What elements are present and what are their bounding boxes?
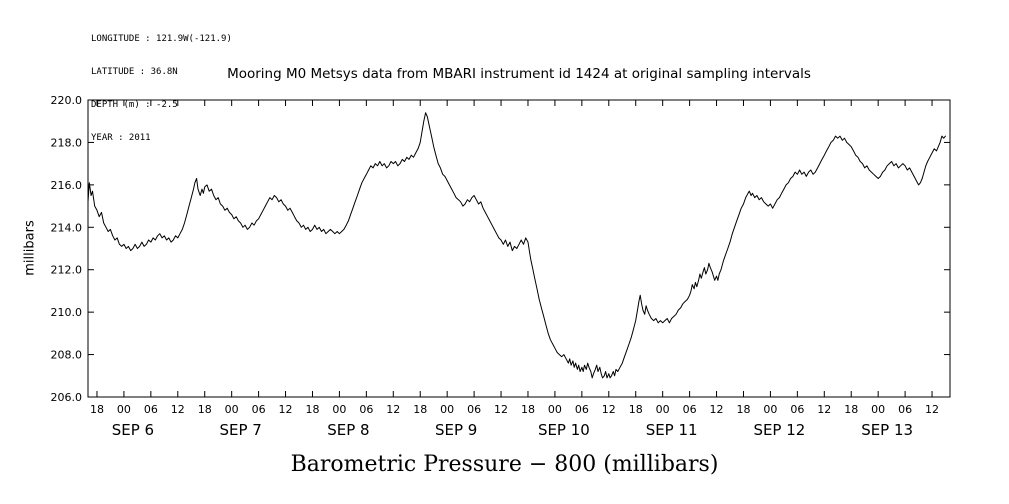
x-tick-label: 00	[763, 403, 777, 416]
x-day-label: SEP 9	[435, 421, 477, 439]
x-tick-label: 12	[171, 403, 185, 416]
x-tick-label: 00	[332, 403, 346, 416]
x-tick-label: 12	[386, 403, 400, 416]
meta-depth: DEPTH (m) : -2.5	[91, 100, 178, 110]
x-tick-label: 12	[925, 403, 939, 416]
meta-longitude: LONGITUDE : 121.9W(-121.9)	[91, 34, 232, 44]
x-tick-label: 06	[898, 403, 912, 416]
x-tick-label: 00	[548, 403, 562, 416]
x-tick-label: 12	[817, 403, 831, 416]
x-day-label: SEP 13	[861, 421, 913, 439]
metadata-block: LONGITUDE : 121.9W(-121.9) LATITUDE : 36…	[91, 12, 232, 166]
y-tick-label: 208.0	[51, 349, 83, 362]
y-tick-label: 218.0	[51, 136, 83, 149]
y-tick-label: 212.0	[51, 264, 83, 277]
x-tick-label: 12	[279, 403, 293, 416]
y-tick-label: 206.0	[51, 391, 83, 404]
x-tick-label: 06	[575, 403, 589, 416]
x-tick-label: 06	[467, 403, 481, 416]
x-tick-label: 00	[656, 403, 670, 416]
x-tick-label: 00	[871, 403, 885, 416]
x-tick-label: 18	[90, 403, 104, 416]
x-day-label: SEP 11	[646, 421, 698, 439]
x-tick-label: 12	[602, 403, 616, 416]
x-tick-label: 18	[305, 403, 319, 416]
plot-frame	[87, 99, 951, 398]
x-tick-label: 06	[790, 403, 804, 416]
x-tick-label: 00	[225, 403, 239, 416]
x-tick-label: 18	[413, 403, 427, 416]
x-tick-label: 18	[198, 403, 212, 416]
x-tick-label: 18	[844, 403, 858, 416]
x-day-label: SEP 12	[753, 421, 805, 439]
y-tick-label: 214.0	[51, 221, 83, 234]
y-tick-label: 210.0	[51, 306, 83, 319]
x-day-label: SEP 7	[219, 421, 261, 439]
plot-title: Mooring M0 Metsys data from MBARI instru…	[227, 66, 811, 82]
x-tick-label: 18	[629, 403, 643, 416]
meta-latitude: LATITUDE : 36.8N	[91, 67, 178, 77]
y-tick-label: 216.0	[51, 179, 83, 192]
x-day-label: SEP 6	[112, 421, 154, 439]
x-tick-label: 18	[736, 403, 750, 416]
x-day-label: SEP 10	[538, 421, 590, 439]
y-tick-label: 220.0	[51, 94, 83, 107]
x-axis-title: Barometric Pressure − 800 (millibars)	[290, 452, 719, 477]
x-tick-label: 06	[683, 403, 697, 416]
x-day-label: SEP 8	[327, 421, 369, 439]
x-tick-label: 12	[710, 403, 724, 416]
x-tick-label: 12	[494, 403, 508, 416]
pressure-line	[87, 112, 946, 379]
meta-year: YEAR : 2011	[91, 133, 151, 143]
x-tick-label: 18	[521, 403, 535, 416]
x-tick-label: 06	[252, 403, 266, 416]
x-tick-label: 06	[144, 403, 158, 416]
x-tick-label: 00	[117, 403, 131, 416]
x-tick-label: 06	[359, 403, 373, 416]
x-tick-label: 00	[440, 403, 454, 416]
